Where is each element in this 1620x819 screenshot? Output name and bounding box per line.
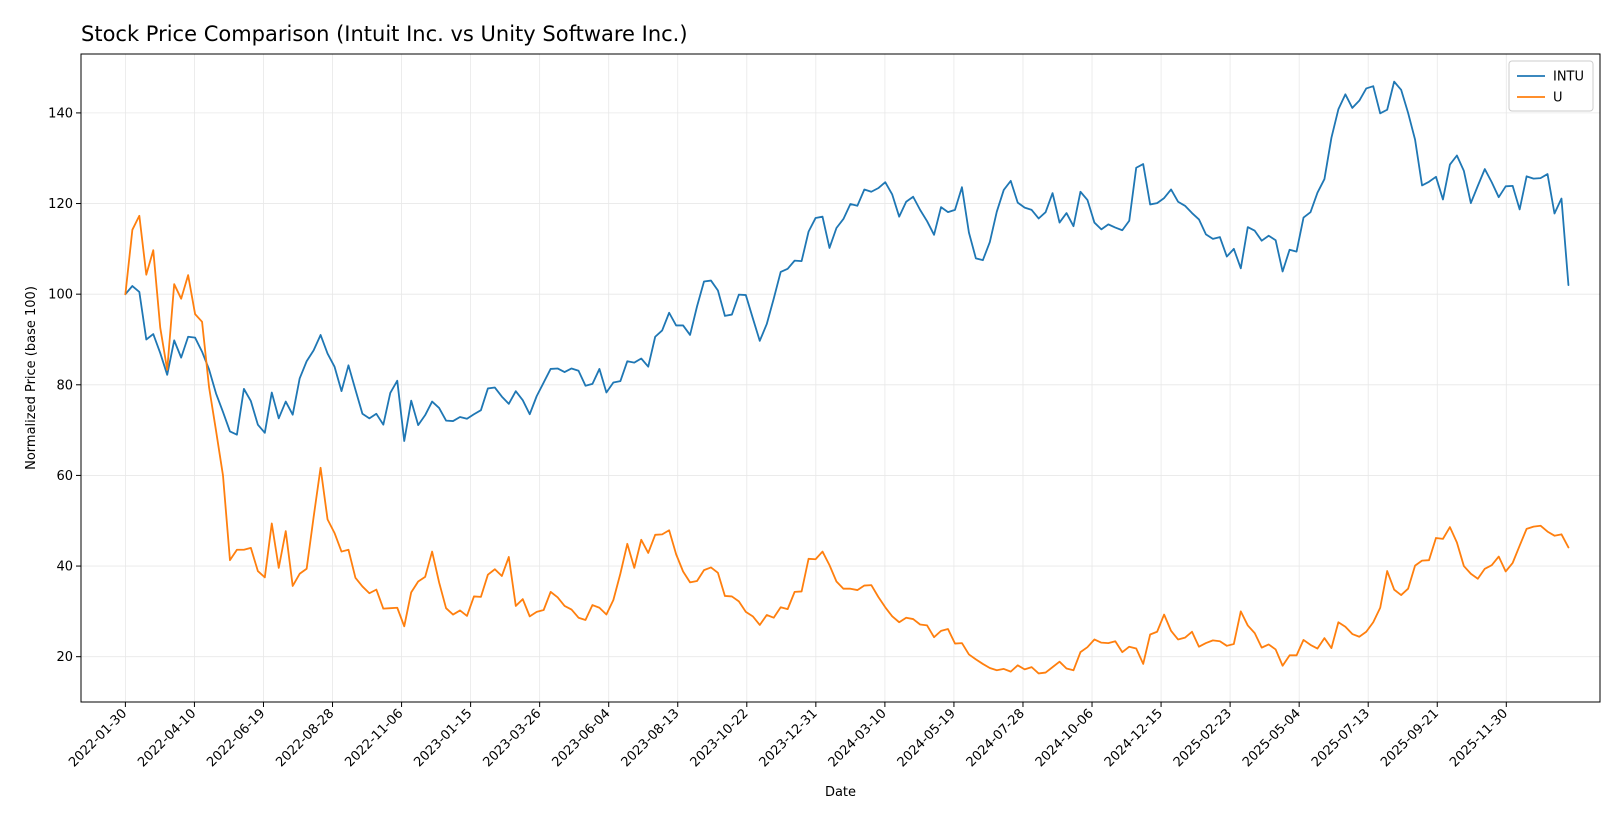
y-axis-label: Normalized Price (base 100) xyxy=(24,286,39,470)
y-tick-label: 80 xyxy=(56,378,73,393)
y-tick-label: 120 xyxy=(48,197,73,212)
legend-label-intu: INTU xyxy=(1553,70,1584,85)
legend-box xyxy=(1508,60,1594,112)
y-tick-label: 140 xyxy=(48,106,73,121)
series-line-u xyxy=(124,214,1570,675)
y-axis-ticks: 20 40 60 80 100 120 140 xyxy=(48,106,81,665)
legend: INTU U xyxy=(1508,60,1594,112)
chart-title: Stock Price Comparison (Intuit Inc. vs U… xyxy=(81,22,688,46)
x-axis-label: Date xyxy=(825,785,856,800)
series-line-intu xyxy=(124,80,1570,442)
legend-label-u: U xyxy=(1553,91,1563,106)
series-layer xyxy=(124,80,1570,675)
y-tick-label: 20 xyxy=(56,650,73,665)
y-tick-label: 100 xyxy=(48,288,73,303)
y-tick-label: 40 xyxy=(56,560,73,575)
plot-area-frame xyxy=(80,53,1601,703)
y-tick-label: 60 xyxy=(56,469,73,484)
grid-lines xyxy=(81,54,1600,702)
